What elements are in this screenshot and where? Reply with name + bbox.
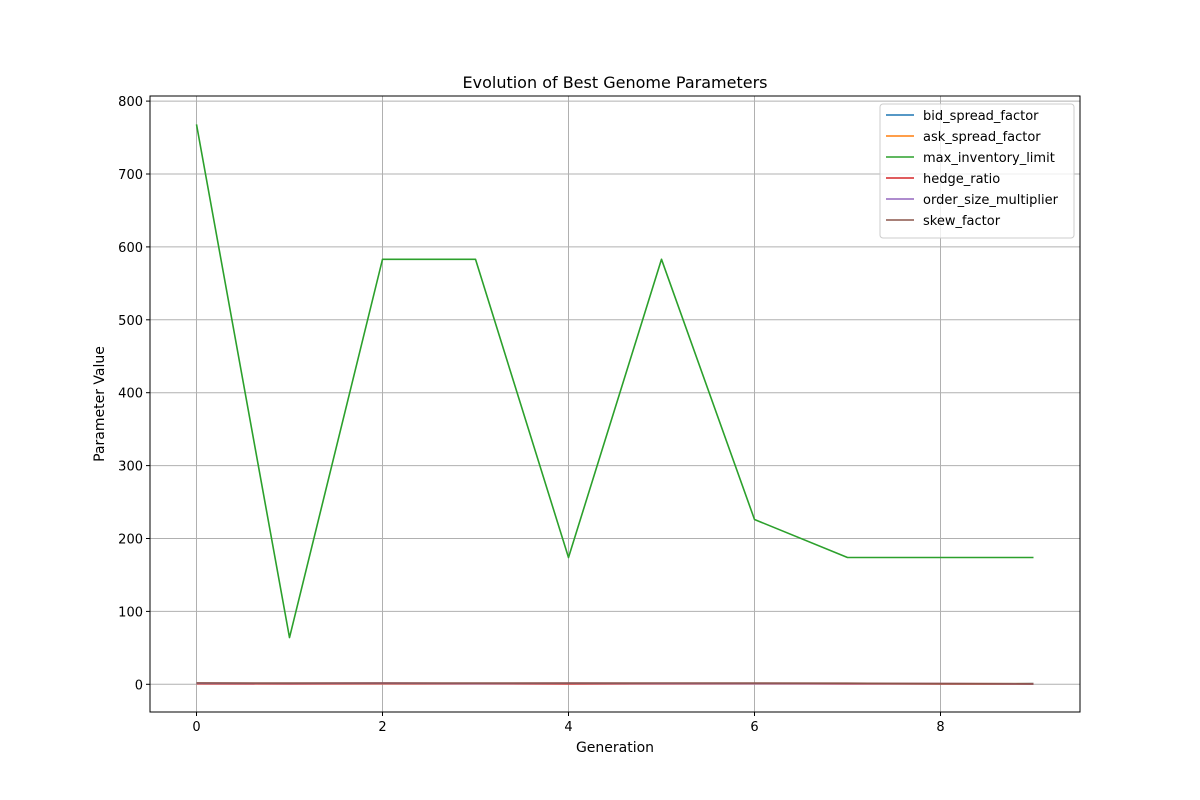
y-axis-title: Parameter Value (92, 346, 108, 462)
y-tick-label: 400 (118, 387, 143, 402)
legend-label: max_inventory_limit (923, 151, 1055, 166)
y-tick-label: 800 (118, 95, 143, 110)
plot-frame (149, 95, 1081, 713)
y-tick-label: 200 (118, 532, 143, 547)
x-axis-title: Generation (576, 740, 654, 756)
x-tick-label: 0 (192, 720, 200, 735)
x-tick-label: 8 (936, 720, 944, 735)
y-tick-label: 500 (118, 314, 143, 329)
legend-label: hedge_ratio (923, 172, 1000, 187)
y-tick-label: 0 (135, 678, 143, 693)
grid-lines (150, 96, 1080, 712)
x-tick-label: 6 (750, 720, 758, 735)
legend-label: bid_spread_factor (923, 109, 1039, 124)
legend-box (879, 103, 1075, 239)
series-lines (195, 124, 1034, 685)
series-line-skew-factor (196, 682, 1034, 685)
legend-label: skew_factor (923, 214, 1001, 229)
y-tick-label: 300 (118, 460, 143, 475)
y-tick-label: 600 (118, 241, 143, 256)
y-tick-label: 100 (118, 605, 143, 620)
legend-label: order_size_multiplier (923, 193, 1059, 208)
y-tick-label: 700 (118, 168, 143, 183)
x-tick-label: 4 (564, 720, 572, 735)
legend: bid_spread_factor ask_spread_factor max_in… (879, 103, 1075, 239)
axis-ticks: 0 2 4 6 8 0 100 200 300 400 500 600 700 800 (118, 95, 944, 735)
chart-title: Evolution of Best Genome Parameters (463, 73, 768, 92)
legend-label: ask_spread_factor (923, 130, 1041, 145)
x-tick-label: 2 (378, 720, 386, 735)
series-line-max-inventory-limit (195, 124, 1034, 639)
